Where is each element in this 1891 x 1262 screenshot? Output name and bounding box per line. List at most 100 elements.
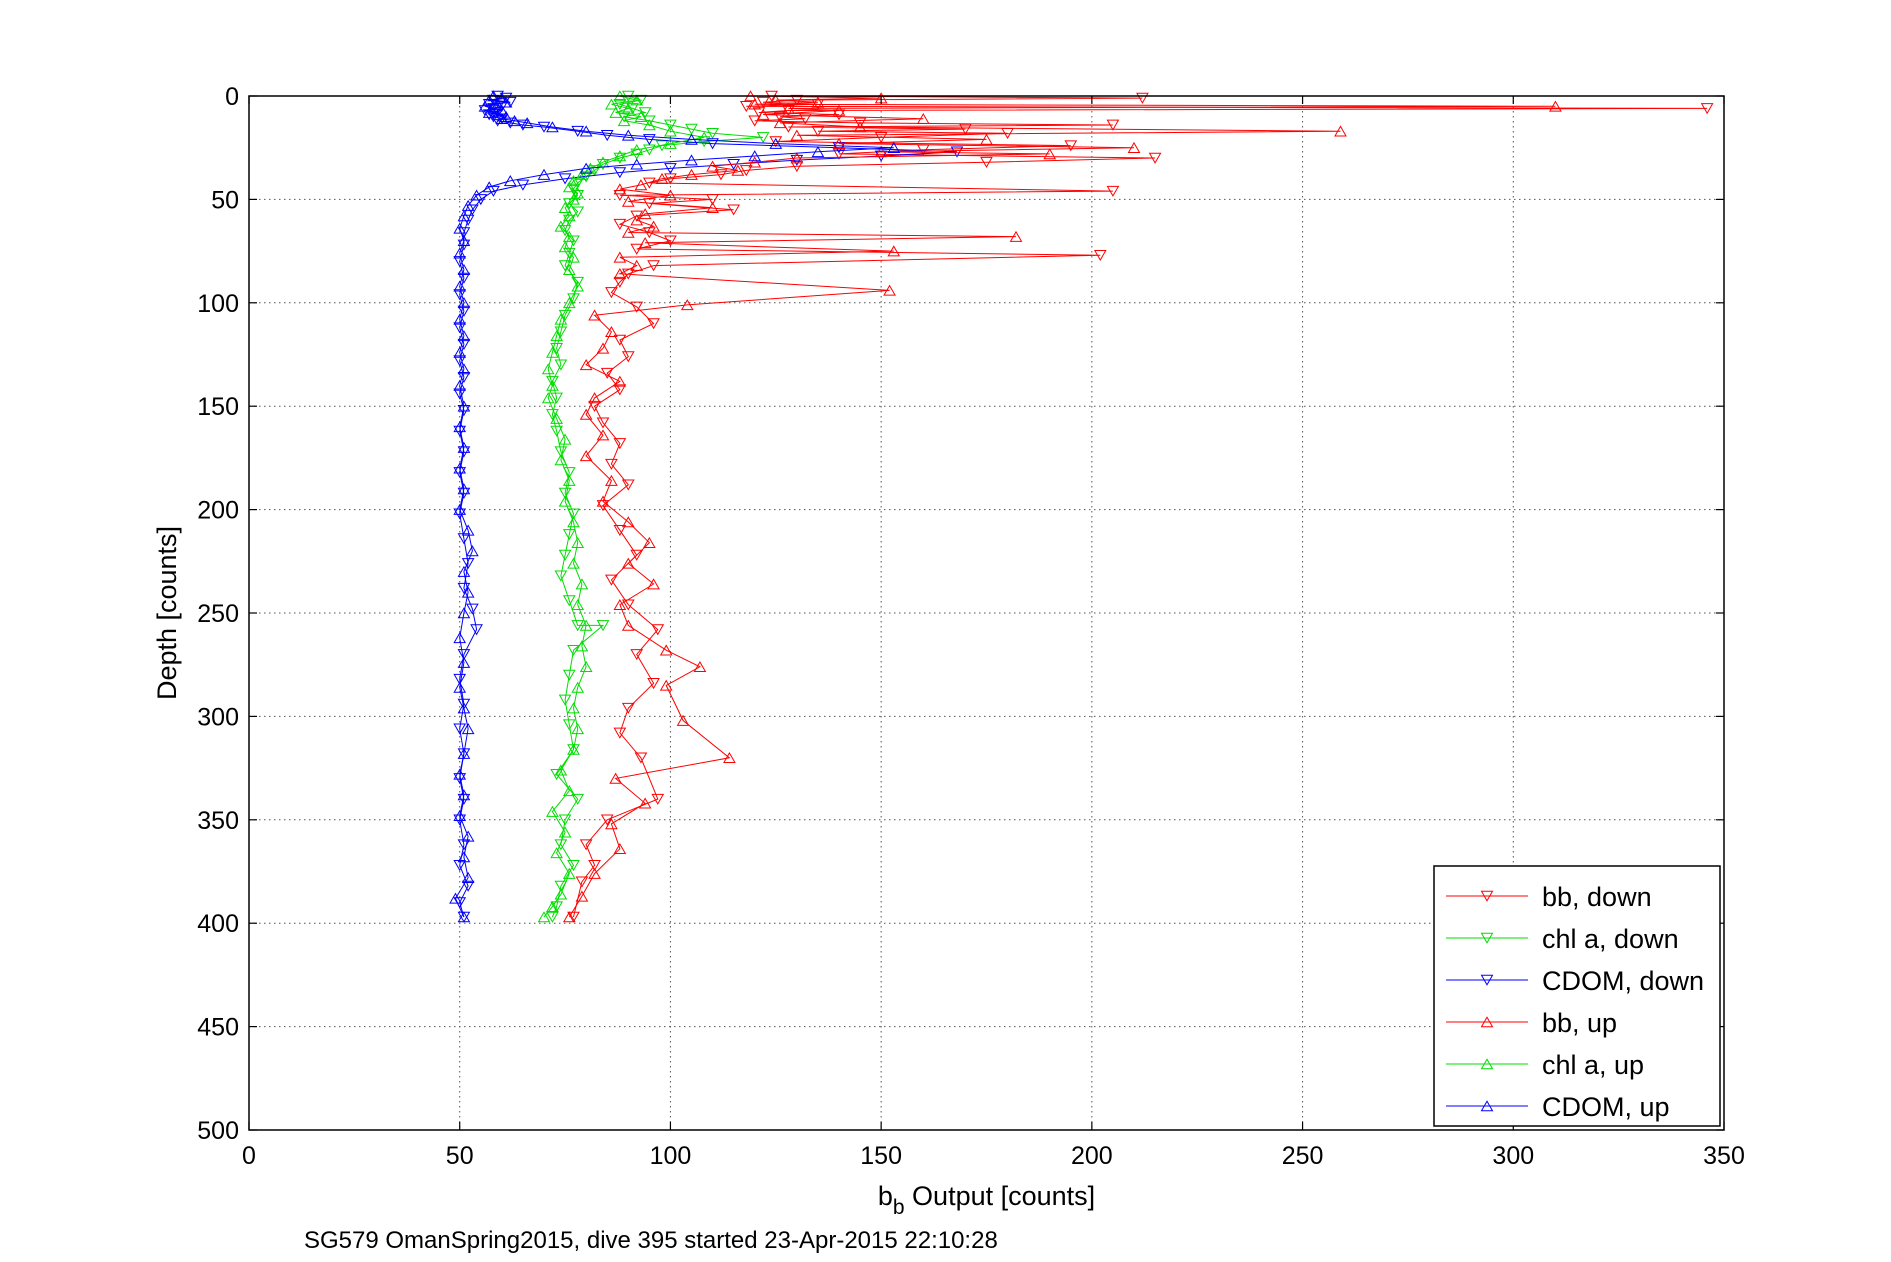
data-point — [630, 301, 644, 313]
data-point — [554, 764, 568, 776]
data-point — [693, 660, 707, 673]
data-point — [651, 624, 665, 636]
data-point — [558, 241, 572, 253]
data-point — [554, 839, 568, 851]
data-point — [630, 214, 644, 226]
series-line — [573, 95, 1708, 918]
y-tick-label: 50 — [211, 186, 239, 214]
data-point — [567, 911, 580, 923]
data-point — [588, 860, 601, 872]
data-point — [554, 359, 568, 371]
data-point — [697, 131, 711, 143]
data-point — [1106, 119, 1120, 131]
data-point — [558, 495, 572, 507]
data-point — [453, 632, 467, 644]
legend-swatch-marker — [1480, 974, 1494, 986]
data-point — [642, 134, 656, 146]
legend-label: chl a, down — [1542, 924, 1679, 954]
data-point — [621, 195, 635, 207]
x-tick-label: 150 — [860, 1142, 902, 1170]
data-point — [1148, 152, 1162, 164]
data-point — [1043, 148, 1057, 160]
data-point — [630, 148, 644, 160]
data-point — [706, 160, 719, 172]
data-point — [790, 152, 804, 164]
data-point — [453, 289, 467, 301]
y-tick-label: 450 — [197, 1014, 239, 1042]
data-point — [482, 106, 496, 118]
data-point — [457, 656, 471, 668]
data-point — [739, 101, 753, 113]
data-point — [832, 142, 846, 154]
data-point — [453, 247, 467, 259]
data-point — [790, 161, 804, 173]
data-point — [621, 557, 635, 569]
x-tick-label: 250 — [1282, 1142, 1324, 1170]
data-point — [550, 769, 564, 781]
data-point — [853, 121, 867, 133]
data-point — [664, 163, 677, 175]
legend-item: chl a, down — [1446, 924, 1679, 954]
data-point — [461, 214, 475, 226]
data-point — [588, 165, 601, 177]
data-point — [457, 371, 471, 384]
data-point — [571, 681, 585, 693]
data-point — [562, 867, 576, 879]
data-point — [613, 268, 627, 280]
data-point — [1334, 125, 1347, 137]
data-point — [832, 104, 846, 116]
data-point — [461, 723, 475, 735]
data-point — [613, 276, 627, 288]
data-point — [613, 524, 627, 537]
data-point — [579, 619, 593, 631]
data-point — [697, 136, 711, 148]
data-point — [642, 536, 656, 548]
data-point — [706, 194, 719, 206]
data-point — [887, 245, 901, 257]
data-point — [453, 809, 467, 821]
data-point — [714, 169, 728, 181]
data-point — [630, 243, 644, 255]
data-point — [798, 113, 812, 125]
data-point — [647, 318, 660, 330]
data-point — [605, 287, 618, 299]
data-point — [613, 842, 627, 855]
data-point — [537, 121, 551, 133]
data-point — [457, 789, 471, 801]
data-point — [630, 158, 644, 170]
x-axis-label-main: b — [878, 1181, 893, 1211]
data-point — [588, 867, 601, 879]
grid-lines — [249, 96, 1724, 1130]
data-point — [685, 154, 698, 166]
data-point — [605, 474, 618, 486]
data-point — [874, 146, 888, 158]
data-point — [558, 814, 572, 826]
data-point — [487, 185, 500, 197]
data-point — [457, 698, 471, 710]
data-point — [571, 125, 585, 137]
data-point — [554, 454, 568, 466]
x-tick-label: 0 — [242, 1142, 256, 1170]
data-point — [634, 179, 648, 191]
data-point — [554, 888, 568, 900]
data-point — [1009, 230, 1023, 242]
data-point — [621, 129, 635, 141]
data-point — [520, 117, 534, 129]
data-point — [664, 189, 677, 201]
data-point — [571, 280, 585, 292]
data-point — [575, 578, 589, 590]
data-point — [575, 168, 589, 180]
data-point — [567, 183, 580, 195]
data-point — [579, 125, 593, 137]
data-point — [554, 446, 568, 458]
data-point — [558, 487, 572, 499]
data-point — [461, 558, 475, 570]
data-point — [453, 503, 467, 515]
data-point — [600, 367, 614, 379]
x-tick-label: 350 — [1703, 1142, 1745, 1170]
data-point — [495, 112, 509, 125]
data-point — [457, 234, 471, 247]
y-tick-label: 100 — [197, 290, 239, 318]
data-point — [659, 679, 673, 691]
data-point — [453, 256, 467, 268]
